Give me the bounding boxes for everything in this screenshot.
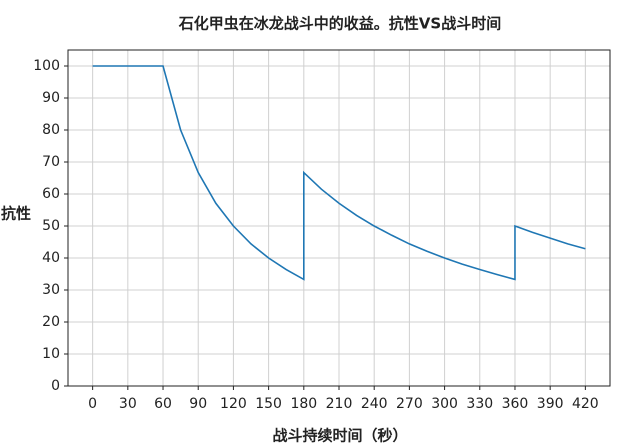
x-tick-label: 330 [466,396,493,412]
x-axis-label: 战斗持续时间（秒） [272,427,407,445]
x-tick-label: 210 [326,396,353,412]
x-tick-label: 180 [290,396,317,412]
x-tick-label: 420 [572,396,599,412]
x-tick-label: 390 [537,396,564,412]
x-tick-label: 120 [220,396,247,412]
y-tick-label: 100 [33,58,60,74]
x-tick-label: 270 [396,396,423,412]
x-tick-label: 150 [255,396,282,412]
x-tick-label: 30 [119,396,137,412]
y-tick-label: 60 [42,186,60,202]
x-tick-label: 60 [154,396,172,412]
y-axis-label: 抗性 [1,205,31,223]
x-tick-label: 300 [431,396,458,412]
y-tick-label: 80 [42,122,60,138]
x-tick-label: 90 [189,396,207,412]
data-line [92,65,586,281]
x-tick-label: 240 [361,396,388,412]
y-tick-label: 70 [42,154,60,170]
plot-frame [67,49,611,387]
y-tick-label: 10 [42,346,60,362]
y-tick-label: 0 [51,378,60,394]
y-tick-label: 20 [42,314,60,330]
x-tick-label: 0 [88,396,97,412]
y-tick-label: 30 [42,282,60,298]
y-tick-label: 50 [42,218,60,234]
y-tick-label: 40 [42,250,60,266]
y-tick-label: 90 [42,90,60,106]
x-tick-label: 360 [502,396,529,412]
chart-title: 石化甲虫在冰龙战斗中的收益。抗性VS战斗时间 [178,15,501,33]
